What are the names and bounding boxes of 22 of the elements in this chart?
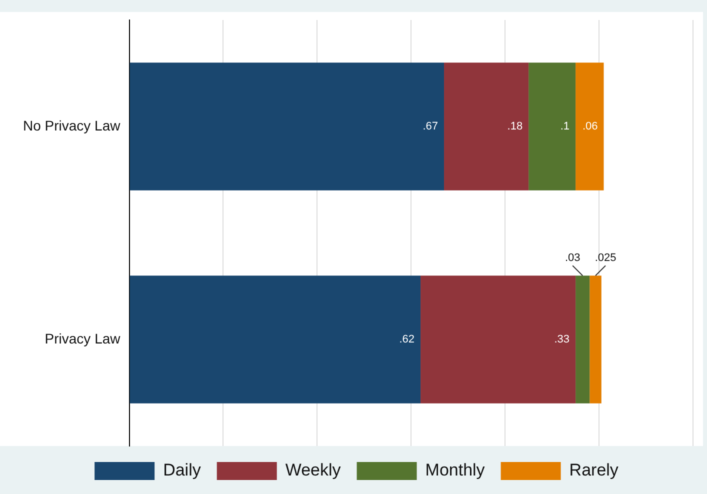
bar — [528, 62, 576, 190]
data-label: .18 — [507, 120, 523, 133]
y-tick-label: No Privacy Law — [22, 117, 122, 134]
bar — [576, 276, 590, 404]
y-tick-label: Privacy Law — [44, 330, 122, 346]
bar — [444, 62, 529, 190]
legend-label: Weekly — [285, 460, 342, 480]
bar — [590, 276, 602, 404]
data-label: .03 — [564, 252, 580, 264]
legend-label: Rarely — [569, 460, 619, 480]
legend-label: Daily — [163, 460, 202, 480]
legend-label: Monthly — [425, 460, 486, 480]
bar — [420, 276, 576, 404]
data-label: .1 — [560, 120, 570, 133]
data-label: .025 — [594, 252, 616, 264]
data-label: .33 — [554, 334, 570, 346]
data-label: .62 — [399, 334, 415, 346]
bar — [576, 62, 604, 190]
data-label: .67 — [422, 120, 438, 133]
bar — [130, 276, 421, 404]
bar — [130, 62, 444, 190]
data-label: .06 — [582, 120, 598, 133]
